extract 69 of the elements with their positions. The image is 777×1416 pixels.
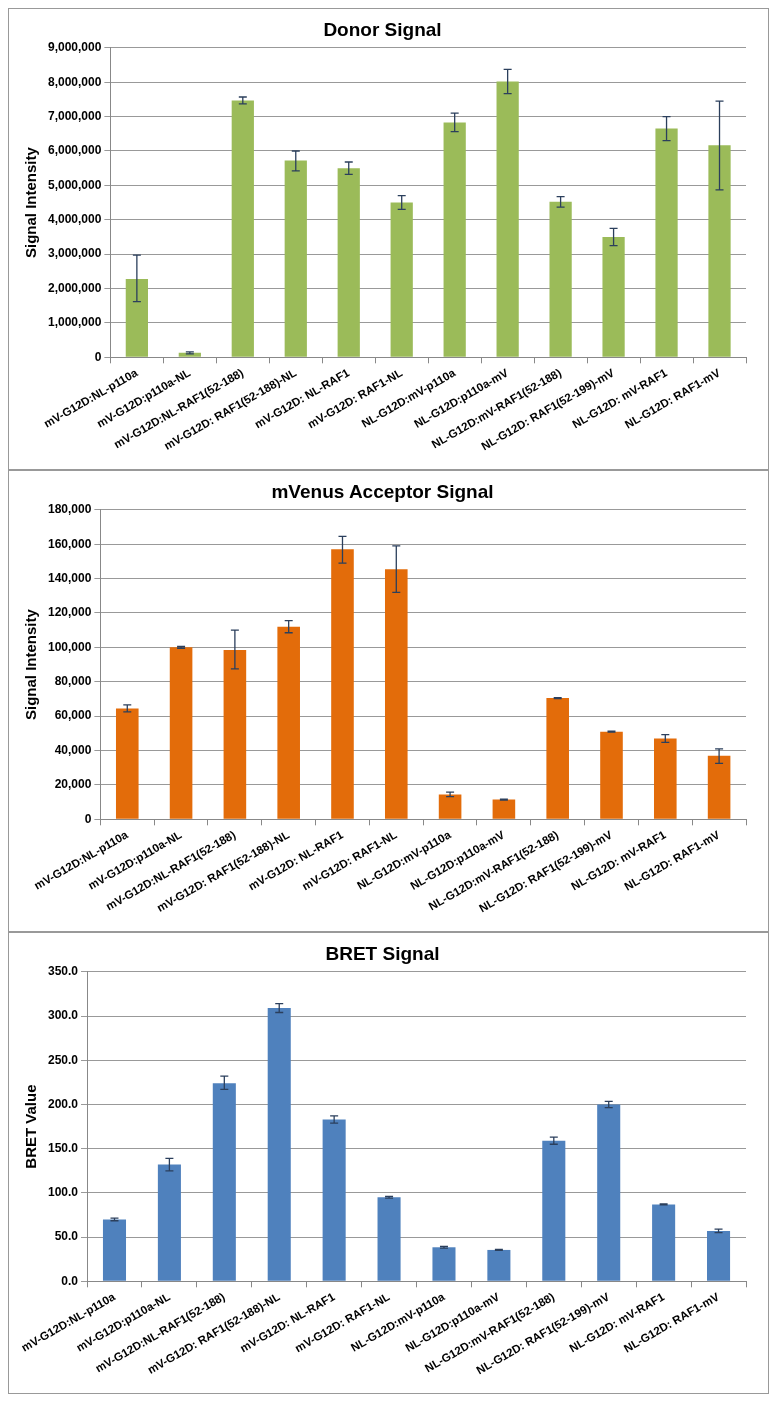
bar: [438, 794, 462, 819]
bar: [652, 1204, 676, 1281]
y-tick-label: 200.0: [48, 1096, 79, 1111]
y-tick-label: 180,000: [47, 502, 92, 517]
bar: [600, 731, 623, 819]
y-tick-label: 6,000,000: [47, 143, 102, 158]
bar: [102, 1219, 127, 1281]
y-tick-label: 50.0: [54, 1229, 79, 1244]
y-tick-label: 140,000: [47, 570, 92, 585]
bar: [212, 1083, 236, 1281]
bar: [377, 1197, 401, 1281]
y-tick-label: 9,000,000: [47, 40, 102, 55]
bar: [542, 1140, 566, 1281]
bar: [432, 1247, 456, 1281]
y-tick-label: 250.0: [48, 1052, 79, 1067]
y-tick-label: 40,000: [54, 742, 92, 757]
bar: [655, 128, 678, 357]
bar: [169, 647, 193, 819]
y-tick-label: 350.0: [48, 964, 79, 979]
y-tick-label: 80,000: [54, 674, 92, 689]
bar: [267, 1008, 291, 1281]
y-tick-label: 100,000: [47, 639, 92, 654]
y-axis-title: Signal Intensity: [22, 608, 40, 720]
bar: [115, 708, 139, 819]
bar: [602, 236, 625, 357]
y-tick-label: 5,000,000: [47, 177, 102, 192]
bar: [384, 569, 408, 819]
bar: [284, 160, 307, 357]
y-tick-label: 0.0: [61, 1273, 79, 1288]
y-tick-label: 120,000: [47, 605, 92, 620]
bar: [157, 1164, 181, 1281]
bar: [707, 755, 731, 819]
y-tick-label: 60,000: [54, 708, 92, 723]
chart-title: BRET Signal: [325, 942, 440, 964]
y-tick-label: 20,000: [54, 777, 92, 792]
bar: [549, 201, 572, 357]
y-axis-title: Signal Intensity: [22, 146, 40, 258]
y-tick-label: 2,000,000: [47, 280, 102, 295]
bar: [443, 122, 466, 357]
y-tick-label: 300.0: [48, 1008, 79, 1023]
bar: [390, 202, 413, 357]
y-tick-label: 1,000,000: [47, 315, 102, 330]
bar: [322, 1119, 346, 1281]
bar: [125, 278, 148, 357]
y-axis-title: BRET Value: [22, 1084, 40, 1169]
y-tick-label: 8,000,000: [47, 74, 102, 89]
bar: [337, 168, 360, 357]
bar: [707, 1230, 731, 1281]
bar: [654, 738, 677, 819]
y-tick-label: 7,000,000: [47, 108, 102, 123]
bar: [231, 100, 254, 357]
y-tick-label: 150.0: [48, 1140, 79, 1155]
chart-title: Donor Signal: [323, 18, 442, 40]
bar: [546, 698, 569, 819]
y-tick-label: 0: [94, 349, 102, 364]
y-tick-label: 3,000,000: [47, 246, 102, 261]
bar: [487, 1249, 511, 1281]
y-tick-label: 0: [84, 811, 92, 826]
bar: [277, 626, 300, 819]
y-tick-label: 100.0: [48, 1185, 79, 1200]
bar: [331, 549, 354, 819]
bar: [496, 81, 519, 357]
chart-title: mVenus Acceptor Signal: [271, 480, 494, 502]
y-tick-label: 4,000,000: [47, 212, 102, 227]
bar: [708, 145, 731, 357]
bar: [223, 649, 247, 819]
y-tick-label: 160,000: [47, 536, 92, 551]
bar: [492, 799, 516, 819]
bar: [597, 1104, 621, 1281]
